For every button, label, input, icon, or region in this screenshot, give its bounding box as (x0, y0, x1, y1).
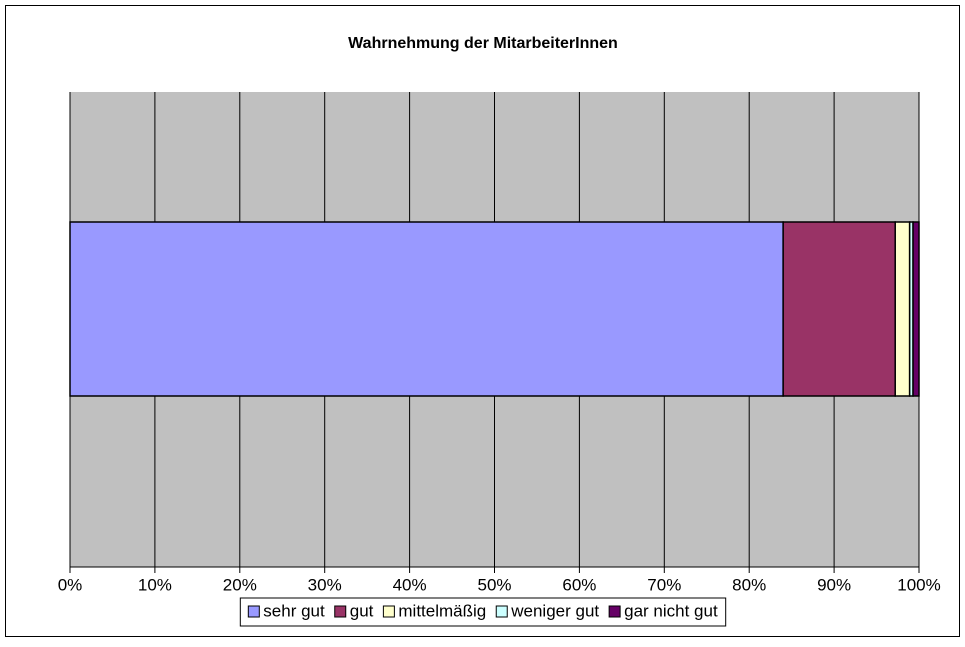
legend-swatch (247, 605, 260, 618)
x-tick-label: 10% (138, 575, 172, 594)
x-tick-label: 100% (897, 575, 940, 594)
legend-box (239, 597, 727, 627)
bar-segment (782, 221, 896, 397)
bar-segment (894, 221, 911, 397)
x-tick-label: 90% (817, 575, 851, 594)
x-tick-label: 70% (647, 575, 681, 594)
bar-segment (912, 221, 920, 397)
x-tick-label: 50% (477, 575, 511, 594)
legend-swatch (495, 605, 508, 618)
legend-label: gut (350, 601, 374, 620)
bar-segment (69, 221, 784, 397)
x-tick-label: 80% (732, 575, 766, 594)
x-tick-label: 20% (223, 575, 257, 594)
legend-label: mittelmäßig (398, 601, 486, 620)
legend: sehr gut gut mittelmäßig weniger gut gar nic… (247, 601, 718, 620)
x-tick-label: 0% (58, 575, 83, 594)
legend-label: gar nicht gut (624, 601, 718, 620)
legend-label: weniger gut (510, 601, 599, 620)
legend-swatch (334, 605, 347, 618)
legend-swatch (382, 605, 395, 618)
legend-label: sehr gut (263, 601, 325, 620)
x-tick-label: 40% (393, 575, 427, 594)
chart-title: Wahrnehmung der MitarbeiterInnen (348, 35, 618, 52)
x-tick-label: 60% (562, 575, 596, 594)
x-tick-label: 30% (308, 575, 342, 594)
legend-swatch (608, 605, 621, 618)
